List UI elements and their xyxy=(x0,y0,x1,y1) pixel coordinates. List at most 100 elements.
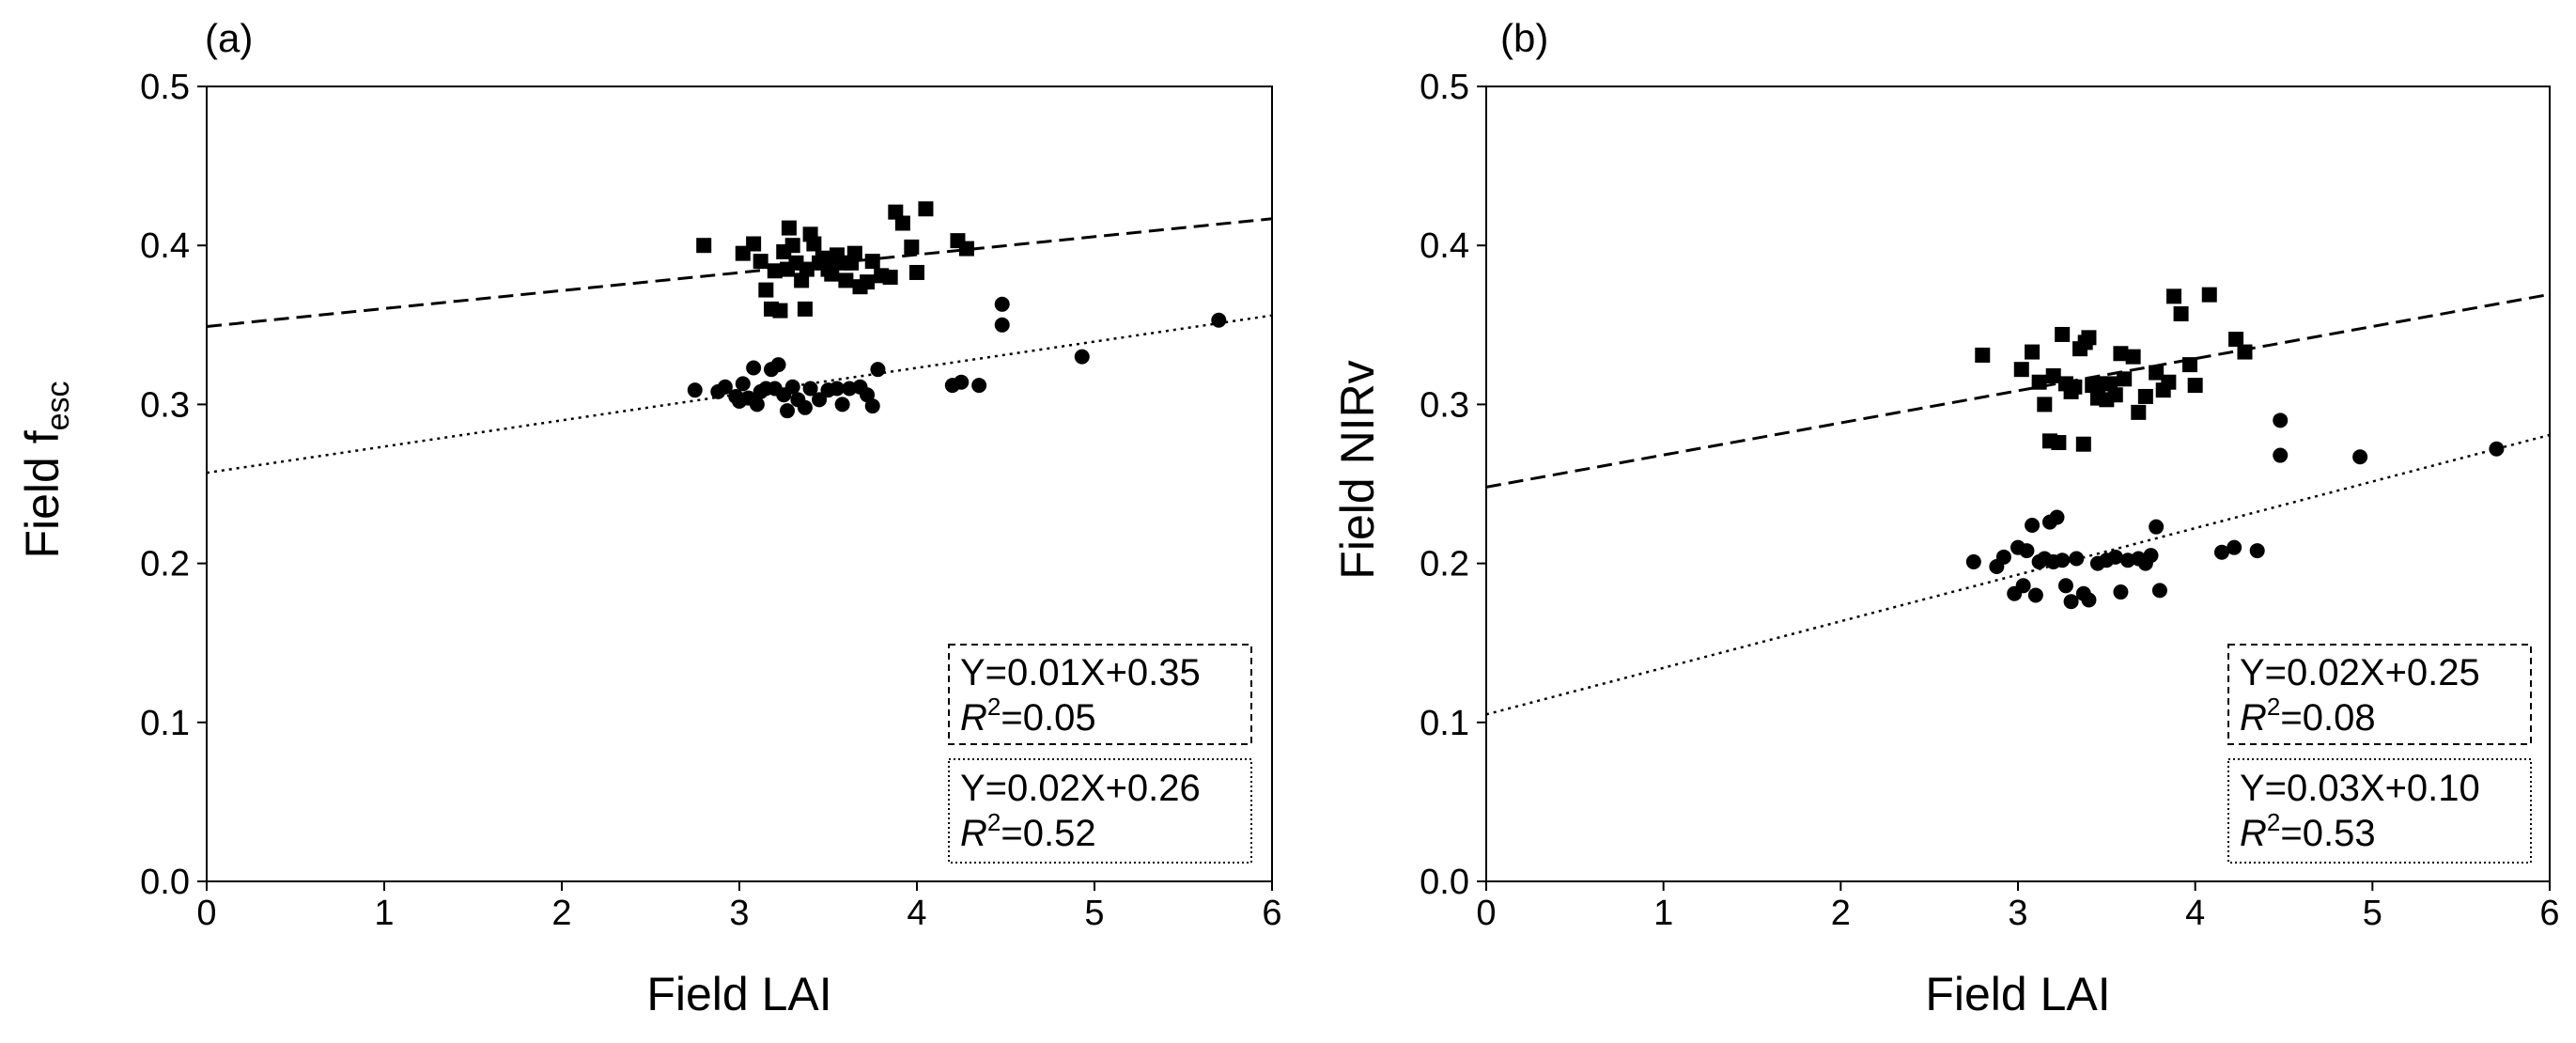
square-marker xyxy=(846,245,862,261)
r2-value: =0.52 xyxy=(1001,813,1095,854)
y-tick-label: 0.5 xyxy=(140,68,190,107)
panel-b-markers xyxy=(1965,287,2505,610)
y-tick-label: 0.3 xyxy=(1420,385,1469,425)
circle-marker xyxy=(2273,413,2289,428)
y-tick-label: 0.5 xyxy=(1420,68,1469,107)
r-exponent: 2 xyxy=(2267,693,2280,721)
square-marker xyxy=(2031,374,2047,390)
circle-marker xyxy=(2352,449,2368,465)
circle-marker xyxy=(2027,587,2043,603)
square-marker xyxy=(2137,388,2153,404)
square-marker xyxy=(806,236,822,252)
square-marker xyxy=(2187,378,2203,394)
panel-b-r2-dotted: R2=0.53 xyxy=(2240,808,2376,854)
panel-b-legend-dashed-box xyxy=(2227,644,2532,745)
x-tick-label: 2 xyxy=(1831,894,1851,933)
y-tick-label: 0.4 xyxy=(1420,226,1469,266)
circle-marker xyxy=(2081,592,2097,608)
circle-marker xyxy=(2113,584,2129,600)
x-tick-label: 1 xyxy=(1653,894,1673,933)
panel-b-legend-dotted-box xyxy=(2227,758,2532,864)
circle-marker xyxy=(746,360,762,376)
circle-marker xyxy=(2049,509,2065,525)
panel-a-markers xyxy=(687,201,1227,419)
r-symbol: R xyxy=(2240,813,2267,854)
square-marker xyxy=(2201,287,2217,303)
panel-b-ticks: 0 1 2 3 4 5 6 0.0 0.1 0.2 0.3 0.4 0.5 xyxy=(1420,68,2559,933)
x-tick-label: 0 xyxy=(1476,894,1496,933)
square-marker xyxy=(838,272,854,288)
panel-b-legend-dotted: Y=0.03X+0.10 R2=0.53 xyxy=(2227,758,2532,864)
circle-marker xyxy=(2015,578,2031,594)
x-tick-label: 5 xyxy=(2363,894,2382,933)
square-marker xyxy=(958,241,974,257)
square-marker xyxy=(2075,436,2091,452)
panel-a-eq-dashed: Y=0.01X+0.35 xyxy=(960,652,1201,693)
square-marker xyxy=(767,263,783,279)
panel-b: (b) Field NIRv Field LAI 0 1 2 3 4 5 6 0.0 0.1 0.… xyxy=(1331,16,2560,1020)
x-tick-label: 4 xyxy=(2185,894,2205,933)
y-tick-label: 0.2 xyxy=(1420,545,1469,584)
circle-marker xyxy=(2489,441,2505,457)
circle-marker xyxy=(784,379,800,395)
circle-marker xyxy=(735,376,751,392)
panel-a-r2-dashed: R2=0.05 xyxy=(960,693,1096,739)
square-marker xyxy=(904,239,920,255)
circle-marker xyxy=(2213,544,2229,560)
circle-marker xyxy=(1211,312,1227,328)
x-tick-label: 6 xyxy=(1262,894,1281,933)
panel-a-ticks: 0 1 2 3 4 5 6 0.0 0.1 0.2 0.3 0.4 0.5 xyxy=(140,68,1281,933)
circle-marker xyxy=(717,379,733,395)
circle-marker xyxy=(780,403,796,419)
square-marker xyxy=(799,261,815,277)
circle-marker xyxy=(870,362,886,378)
y-tick-label: 0.0 xyxy=(140,863,190,902)
r-symbol: R xyxy=(2240,697,2267,739)
circle-marker xyxy=(860,387,876,403)
circle-marker xyxy=(1965,553,1981,569)
circle-marker xyxy=(2025,517,2041,533)
square-marker xyxy=(746,236,762,252)
circle-marker xyxy=(2227,539,2242,555)
square-marker xyxy=(2166,288,2182,304)
square-marker xyxy=(2107,387,2123,403)
square-marker xyxy=(1975,347,1991,363)
circle-marker xyxy=(749,397,765,413)
circle-marker xyxy=(1074,349,1090,365)
square-marker xyxy=(781,220,797,236)
square-marker xyxy=(894,215,910,231)
r-exponent: 2 xyxy=(987,693,1001,721)
circle-marker xyxy=(829,381,845,397)
square-marker xyxy=(784,238,800,254)
x-tick-label: 1 xyxy=(374,894,394,933)
panel-a: (a) Field fesc Field LAI 0 1 2 3 4 5 6 0.0 0.1 0.… xyxy=(16,16,1282,1020)
panel-a-plot-area xyxy=(207,201,1272,475)
panel-a-legend-dotted: Y=0.02X+0.26 R2=0.52 xyxy=(948,758,1252,864)
circle-marker xyxy=(802,381,818,397)
square-marker xyxy=(918,201,934,217)
r-symbol: R xyxy=(960,697,987,739)
r-exponent: 2 xyxy=(987,808,1001,836)
circle-marker xyxy=(954,374,970,390)
panel-b-xlabel: Field LAI xyxy=(1925,968,2110,1020)
panel-b-ylabel-main: Field NIRv xyxy=(1331,360,1384,579)
circle-marker xyxy=(2019,543,2035,559)
square-marker xyxy=(797,301,813,317)
x-tick-label: 4 xyxy=(907,894,926,933)
square-marker xyxy=(2125,349,2141,365)
circle-marker xyxy=(1995,549,2011,565)
x-tick-label: 2 xyxy=(551,894,571,933)
r-symbol: R xyxy=(960,813,987,854)
square-marker xyxy=(758,282,774,298)
x-tick-label: 3 xyxy=(729,894,749,933)
square-marker xyxy=(2013,362,2029,378)
dotted-fit-line xyxy=(1486,433,2550,716)
square-marker xyxy=(2045,367,2061,383)
circle-marker xyxy=(2107,549,2123,565)
panel-a-xlabel: Field LAI xyxy=(646,968,831,1020)
circle-marker xyxy=(2249,543,2265,559)
circle-marker xyxy=(2055,553,2071,568)
square-marker xyxy=(2025,344,2041,360)
panel-b-plot-area xyxy=(1486,287,2550,716)
square-marker xyxy=(2149,365,2165,381)
